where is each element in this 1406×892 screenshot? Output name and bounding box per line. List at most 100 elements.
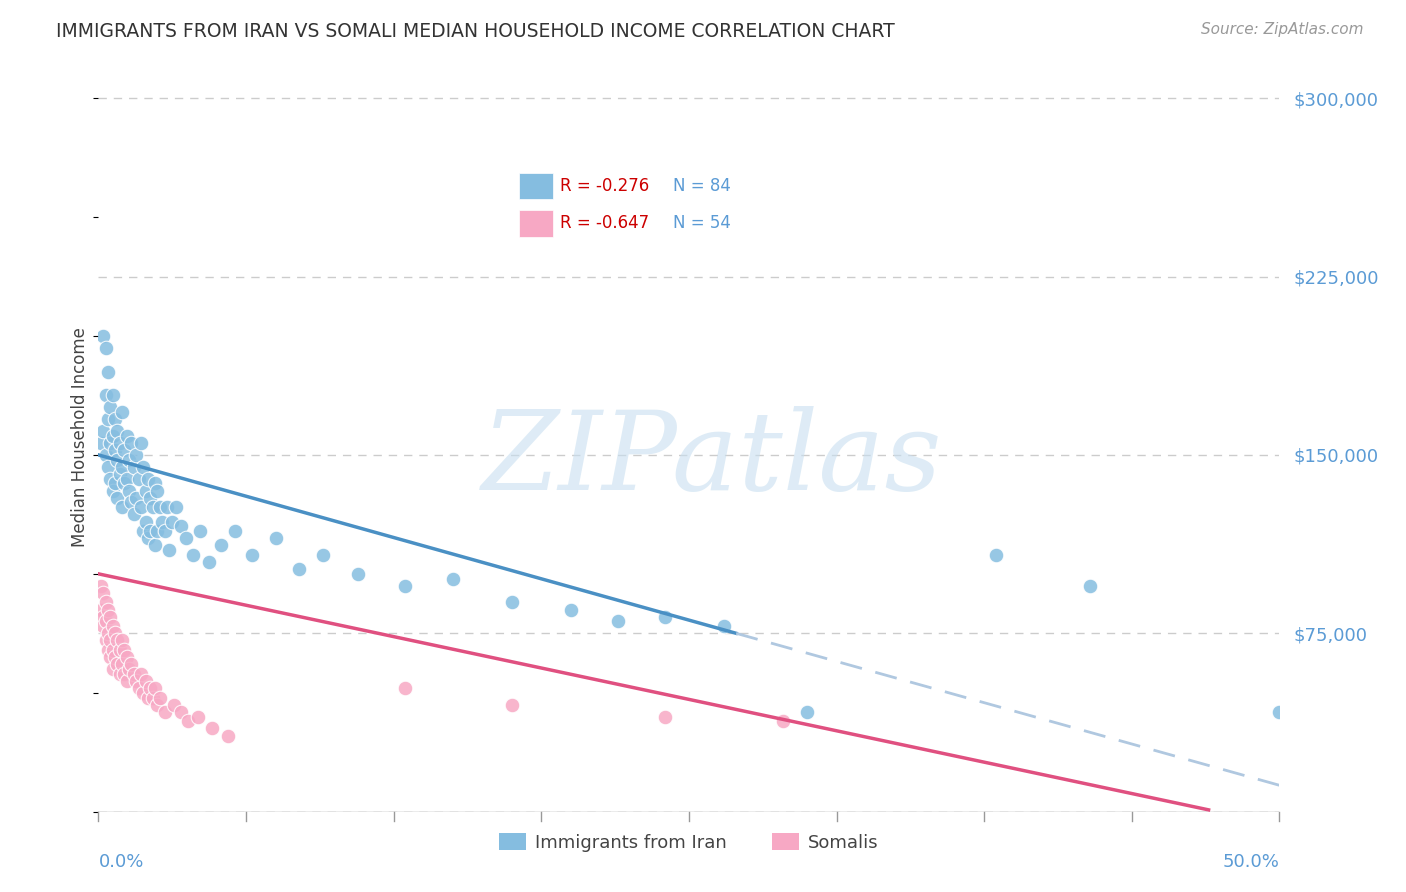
Point: [94, 595, 117, 609]
Point: [118, 662, 141, 676]
Point: [181, 548, 204, 562]
Point: [156, 500, 179, 515]
Point: [101, 429, 124, 443]
Text: N = 54: N = 54: [673, 214, 731, 232]
Point: [112, 443, 135, 458]
Point: [139, 524, 162, 538]
Legend: Immigrants from Iran, Somalis: Immigrants from Iran, Somalis: [492, 826, 886, 859]
Point: [1268, 705, 1291, 719]
Point: [796, 705, 818, 719]
Point: [157, 543, 180, 558]
Point: [984, 548, 1007, 562]
Point: [111, 459, 134, 474]
Text: 50.0%: 50.0%: [1223, 853, 1279, 871]
Point: [94, 341, 117, 355]
Point: [150, 515, 173, 529]
Point: [94, 448, 117, 462]
Point: [129, 436, 152, 450]
Point: [201, 722, 224, 736]
Point: [165, 500, 187, 515]
Point: [1080, 579, 1102, 593]
Point: [125, 491, 148, 505]
Text: 0.0%: 0.0%: [98, 853, 143, 871]
Point: [188, 524, 211, 538]
Point: [153, 705, 176, 719]
Point: [170, 705, 193, 719]
Point: [98, 472, 121, 486]
Point: [94, 633, 117, 648]
Point: [347, 566, 370, 581]
Point: [105, 491, 128, 505]
Point: [108, 643, 131, 657]
Point: [97, 365, 120, 379]
Point: [128, 472, 150, 486]
Point: [146, 524, 169, 538]
Point: [142, 500, 165, 515]
Point: [149, 690, 172, 705]
Bar: [519, 173, 553, 200]
Point: [112, 476, 135, 491]
Point: [139, 491, 162, 505]
Point: [97, 626, 120, 640]
Point: [135, 483, 157, 498]
Point: [136, 690, 159, 705]
Point: [94, 388, 117, 402]
Point: [143, 681, 166, 695]
Point: [264, 531, 287, 545]
Point: [174, 531, 197, 545]
Point: [312, 548, 335, 562]
Point: [115, 673, 138, 688]
Point: [149, 500, 172, 515]
Text: R = -0.647: R = -0.647: [561, 214, 650, 232]
Text: IMMIGRANTS FROM IRAN VS SOMALI MEDIAN HOUSEHOLD INCOME CORRELATION CHART: IMMIGRANTS FROM IRAN VS SOMALI MEDIAN HO…: [56, 22, 896, 41]
Text: Source: ZipAtlas.com: Source: ZipAtlas.com: [1201, 22, 1364, 37]
Point: [91, 329, 114, 343]
Point: [115, 650, 138, 665]
Point: [111, 657, 134, 672]
Point: [122, 459, 145, 474]
Point: [136, 472, 159, 486]
Point: [146, 483, 169, 498]
Point: [104, 412, 127, 426]
Point: [160, 515, 183, 529]
Point: [90, 602, 112, 616]
Point: [122, 666, 145, 681]
Point: [121, 657, 143, 672]
Point: [104, 650, 127, 665]
Point: [98, 609, 121, 624]
Point: [132, 686, 155, 700]
Point: [129, 500, 152, 515]
Y-axis label: Median Household Income: Median Household Income: [70, 327, 89, 547]
Point: [94, 615, 117, 629]
Point: [101, 662, 124, 676]
Point: [97, 412, 120, 426]
Point: [163, 698, 186, 712]
Point: [153, 524, 176, 538]
Point: [97, 459, 120, 474]
Point: [91, 619, 114, 633]
Point: [108, 666, 131, 681]
Point: [143, 538, 166, 552]
Point: [501, 595, 523, 609]
Point: [101, 483, 124, 498]
Point: [772, 714, 794, 729]
Point: [115, 429, 138, 443]
Point: [135, 673, 157, 688]
Point: [98, 633, 121, 648]
Point: [394, 681, 416, 695]
Point: [118, 483, 141, 498]
Point: [217, 729, 239, 743]
Point: [125, 448, 148, 462]
Point: [146, 698, 169, 712]
Point: [105, 633, 128, 648]
Bar: [519, 211, 553, 236]
Point: [143, 476, 166, 491]
Point: [101, 643, 124, 657]
Point: [101, 388, 124, 402]
Point: [187, 709, 209, 723]
Point: [713, 619, 735, 633]
Point: [111, 633, 134, 648]
Point: [118, 452, 141, 467]
Point: [105, 424, 128, 438]
Text: N = 84: N = 84: [673, 178, 731, 195]
